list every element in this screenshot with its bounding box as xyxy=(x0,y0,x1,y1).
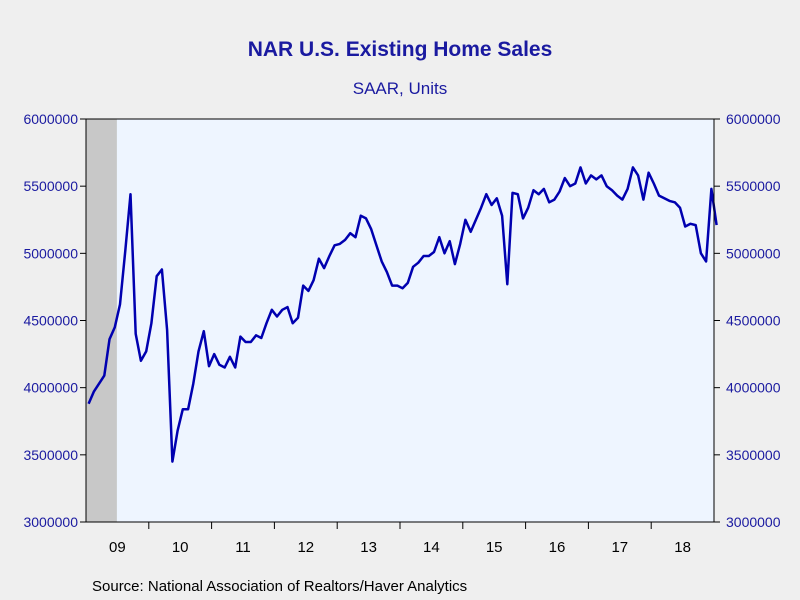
y-tick-label-right: 5500000 xyxy=(726,178,781,194)
x-tick-label: 11 xyxy=(235,539,251,556)
y-tick-label-right: 3500000 xyxy=(726,447,781,463)
plot-frame xyxy=(85,118,715,523)
x-tick-label: 09 xyxy=(109,539,126,556)
y-tick-label-right: 5000000 xyxy=(726,245,781,261)
y-tick-label-left: 3500000 xyxy=(23,447,78,463)
shaded-region xyxy=(86,119,117,522)
y-axis-left: 3000000 3500000 4000000 4500000 5000000 55000… xyxy=(23,111,78,530)
axis-ticks xyxy=(80,118,720,529)
x-tick-label: 17 xyxy=(611,539,628,556)
plot-area xyxy=(86,119,714,522)
y-tick-label-right: 6000000 xyxy=(726,111,781,127)
x-tick-label: 15 xyxy=(486,539,503,556)
chart-title: NAR U.S. Existing Home Sales xyxy=(247,38,553,61)
x-tick-label: 12 xyxy=(297,539,314,556)
series-line xyxy=(87,166,718,463)
chart-source: Source: National Association of Realtors… xyxy=(92,578,468,595)
x-tick-label: 16 xyxy=(549,539,566,556)
y-tick-label-left: 5000000 xyxy=(23,245,78,261)
y-tick-label-left: 4500000 xyxy=(23,313,78,329)
chart-subtitle: SAAR, Units xyxy=(352,79,448,98)
x-tick-label: 14 xyxy=(423,539,440,556)
x-tick-label: 18 xyxy=(674,539,691,556)
y-tick-label-left: 5500000 xyxy=(23,178,78,194)
y-tick-label-right: 4000000 xyxy=(726,380,781,396)
x-axis: 09 10 11 12 13 14 15 16 17 18 xyxy=(109,539,691,556)
y-tick-label-left: 3000000 xyxy=(23,514,78,530)
x-tick-label: 10 xyxy=(172,539,189,556)
y-tick-label-left: 4000000 xyxy=(23,380,78,396)
y-tick-label-right: 4500000 xyxy=(726,313,781,329)
x-tick-label: 13 xyxy=(360,539,377,556)
y-tick-label-left: 6000000 xyxy=(23,111,78,127)
y-tick-label-right: 3000000 xyxy=(726,514,781,530)
y-axis-right: 3000000 3500000 4000000 4500000 5000000 55000… xyxy=(726,111,781,530)
